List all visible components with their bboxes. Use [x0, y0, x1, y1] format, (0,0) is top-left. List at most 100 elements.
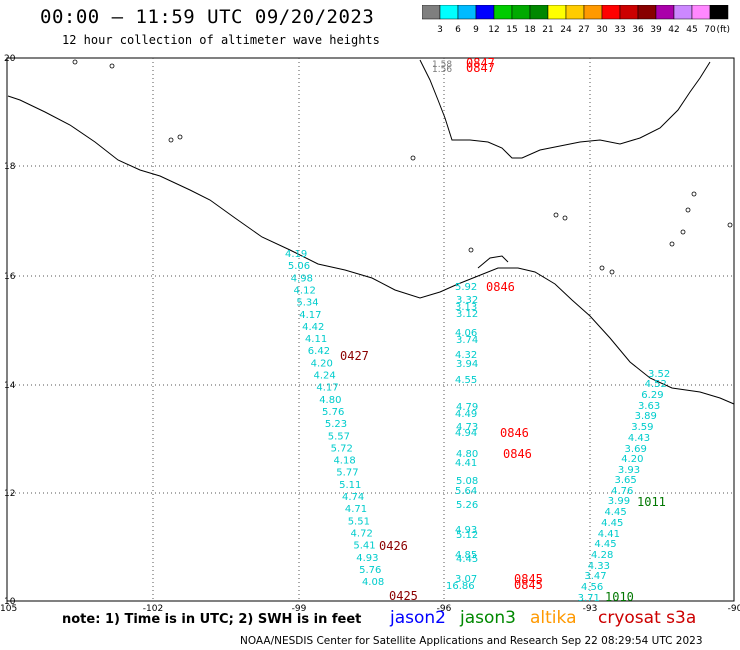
lon-label: -96	[437, 604, 452, 614]
wave-height-west: 4.20	[311, 358, 333, 369]
wave-height-west: 4.11	[305, 334, 327, 345]
lat-label: 18	[4, 162, 16, 172]
scale-tick-label: 39	[650, 25, 662, 35]
lat-label: 12	[4, 489, 15, 499]
island	[109, 63, 115, 69]
island	[609, 269, 615, 275]
wave-height-middle: 5.26	[456, 500, 478, 511]
wave-height-west: 5.23	[325, 419, 347, 430]
island	[669, 241, 675, 247]
legend-jason2: jason2	[390, 608, 446, 628]
wave-height-west: 4.42	[302, 322, 324, 333]
coastline	[7, 95, 735, 405]
island	[599, 265, 605, 271]
lon-label: -99	[292, 604, 307, 614]
wave-height-middle: 4.93	[455, 525, 477, 536]
scale-tick-label: 33	[614, 25, 625, 35]
scale-tick-label: 45	[686, 25, 697, 35]
wave-height-east: 3.65	[615, 475, 637, 486]
lon-label: -90	[728, 604, 740, 614]
wave-height-middle: 5.64	[455, 486, 477, 497]
pass-time-label: 0846	[500, 426, 529, 440]
legend-cryosat: cryosat s3a	[598, 608, 697, 628]
units-note: note: 1) Time is in UTC; 2) SWH is in fe…	[62, 612, 362, 627]
wave-height-east: 4.43	[628, 433, 650, 444]
top-wave-height: 1.58	[432, 60, 452, 70]
lat-label: 20	[4, 54, 16, 64]
wave-height-east: 4.45	[604, 507, 626, 518]
wave-height-east: 4.20	[621, 454, 643, 465]
island	[168, 137, 174, 143]
wave-height-middle: 4.80	[456, 449, 478, 460]
wave-height-middle: 3.07	[455, 574, 477, 585]
scale-tick-label: 15	[506, 25, 517, 35]
wave-height-east: 3.93	[618, 465, 640, 476]
wave-height-west: 5.76	[322, 407, 344, 418]
wave-height-middle: 4.94	[455, 428, 477, 439]
wave-height-east: 4.33	[588, 561, 610, 572]
legend-jason3: jason3	[460, 608, 516, 628]
scale-tick-label: 36	[632, 25, 644, 35]
scale-tick-label: 18	[524, 25, 536, 35]
scale-tick-label: 6	[455, 25, 461, 35]
wave-height-east: 3.89	[635, 411, 657, 422]
pass-time-label: 1010	[605, 590, 634, 604]
island	[468, 247, 474, 253]
wave-height-west: 6.42	[308, 346, 330, 357]
wave-height-west: 5.06	[288, 261, 310, 272]
wave-height-middle: 3.74	[456, 335, 478, 346]
scale-tick-label: 27	[578, 25, 589, 35]
wave-height-east: 4.45	[601, 518, 623, 529]
wave-height-west: 4.17	[316, 383, 338, 394]
pass-time-label: 0847	[466, 56, 495, 70]
wave-height-east: 4.41	[598, 529, 620, 540]
wave-height-east: 4.45	[594, 539, 616, 550]
wave-height-west: 4.93	[356, 553, 378, 564]
wave-height-west: 5.77	[336, 468, 358, 479]
lat-label: 10	[4, 597, 16, 607]
wave-height-middle: 5.08	[456, 476, 478, 487]
wave-height-middle: 3.12	[456, 309, 478, 320]
wave-height-middle: 4.06	[455, 328, 477, 339]
pass-time-label: 0845	[514, 572, 543, 586]
wave-height-middle: 4.55	[455, 375, 477, 386]
wave-height-west: 4.24	[314, 371, 336, 382]
wave-height-middle: 4.79	[456, 402, 478, 413]
island	[72, 59, 78, 65]
wave-height-east: 4.56	[581, 582, 603, 593]
wave-height-west: 4.19	[285, 249, 307, 260]
scale-tick-label: 24	[560, 25, 572, 35]
legend-altika: altika	[530, 608, 577, 628]
scale-swatch	[709, 5, 729, 20]
wave-height-east: 3.59	[631, 422, 653, 433]
lon-label: -105	[0, 604, 17, 614]
wave-height-middle: 4.41	[455, 458, 477, 469]
scale-tick-label: 30	[596, 25, 608, 35]
wave-height-middle: 3.32	[456, 295, 478, 306]
wave-height-west: 5.57	[328, 431, 350, 442]
wave-height-middle: 3.13	[455, 302, 477, 313]
wave-height-west: 5.76	[359, 565, 381, 576]
island	[177, 134, 183, 140]
wave-height-west: 4.17	[299, 310, 321, 321]
wave-height-east: 3.47	[584, 571, 606, 582]
lon-label: -93	[583, 604, 598, 614]
coastline-detail	[477, 255, 509, 269]
credit-line: NOAA/NESDIS Center for Satellite Applica…	[240, 635, 703, 647]
pass-time-label: 0845	[514, 578, 543, 592]
map-title: 00:00 – 11:59 UTC 09/20/2023	[40, 6, 375, 28]
island	[691, 191, 697, 197]
wave-height-west: 4.74	[342, 492, 364, 503]
wave-height-west: 4.98	[291, 273, 313, 284]
wave-height-east: 4.28	[591, 550, 613, 561]
pass-time-label: 0426	[379, 539, 408, 553]
wave-height-middle: 4.32	[455, 350, 477, 361]
map-frame	[6, 57, 735, 602]
color-scale-legend: 3 6 9 12 15 18 21 24 27 30 33 36 39 42 45 70 (ft)	[422, 5, 730, 35]
map-subtitle: 12 hour collection of altimeter wave hei…	[62, 33, 380, 47]
wave-height-east: 4.52	[645, 379, 667, 390]
wave-height-middle: 4.49	[455, 409, 477, 420]
wave-height-west: 4.18	[333, 456, 355, 467]
scale-tick-label: 12	[488, 25, 499, 35]
